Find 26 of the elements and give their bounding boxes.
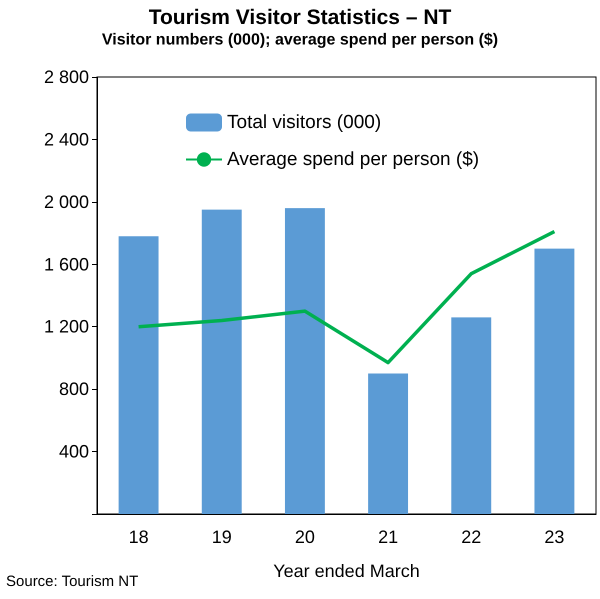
bar: [284, 208, 325, 514]
chart-subtitle: Visitor numbers (000); average spend per person ($): [102, 32, 498, 48]
y-tick-label: 2 800: [44, 67, 89, 87]
x-tick-label: 21: [378, 527, 398, 547]
legend-label: Total visitors (000): [227, 112, 382, 133]
bar: [202, 210, 242, 514]
y-tick-label: 2 400: [44, 129, 89, 150]
y-tick-label: 800: [58, 379, 89, 400]
x-tick-label: 22: [461, 527, 482, 547]
y-tick-label: 1 600: [44, 254, 89, 274]
chart-title: Tourism Visitor Statistics – NT: [148, 6, 452, 29]
bar: [368, 374, 408, 514]
bar: [118, 236, 159, 514]
x-tick-label: 20: [294, 527, 315, 547]
bar: [451, 317, 492, 514]
y-tick-label: 1 200: [44, 316, 89, 337]
bar: [534, 248, 574, 514]
y-tick-label: 400: [58, 442, 89, 462]
legend-label: Average spend per person ($): [227, 149, 480, 170]
line-series: [136, 230, 556, 364]
source-note: Source: Tourism NT: [6, 573, 138, 590]
x-tick-label: 19: [212, 527, 232, 547]
x-axis-title: Year ended March: [273, 561, 420, 581]
x-tick-label: 18: [128, 527, 149, 547]
y-tick-label: 2 000: [44, 192, 89, 212]
x-tick-label: 23: [544, 527, 564, 547]
